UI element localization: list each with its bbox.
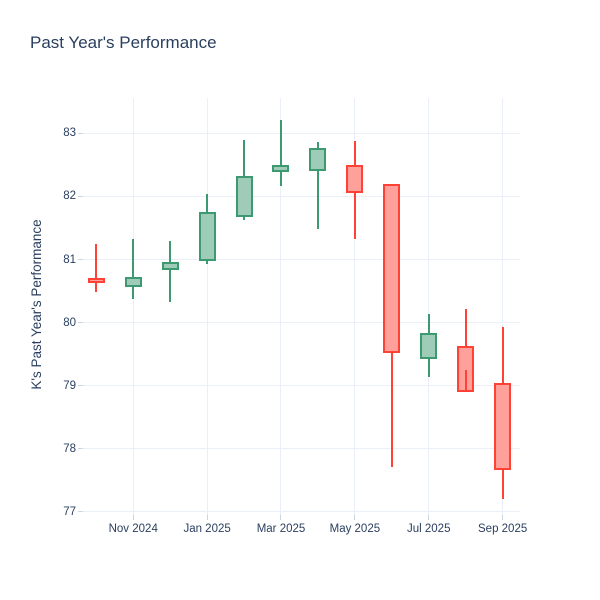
y-axis-tick xyxy=(78,259,83,260)
candle-upper-wick xyxy=(501,327,504,383)
x-tick-label: Jan 2025 xyxy=(183,523,231,535)
y-tick-label: 82 xyxy=(63,190,76,203)
x-tick-label: Nov 2024 xyxy=(108,523,158,535)
candle-upper-wick xyxy=(206,193,209,213)
candle-body-decreasing[interactable] xyxy=(383,183,401,353)
candle-body-increasing[interactable] xyxy=(309,148,327,171)
candle-body-increasing[interactable] xyxy=(420,333,438,360)
y-gridline xyxy=(83,385,520,387)
y-axis-tick xyxy=(78,448,83,450)
x-tick-label: Sep 2025 xyxy=(478,523,528,535)
y-axis-tick xyxy=(78,132,83,134)
x-gridline xyxy=(502,98,504,515)
x-gridline xyxy=(132,98,134,515)
candle-body-increasing[interactable] xyxy=(161,262,179,270)
x-axis-tick xyxy=(132,515,134,520)
y-gridline xyxy=(83,322,520,324)
candle-upper-wick xyxy=(353,140,356,165)
y-tick-label: 79 xyxy=(63,379,76,392)
candle-lower-wick xyxy=(169,269,172,302)
x-tick-label: Jul 2025 xyxy=(407,523,451,535)
y-tick-label: 81 xyxy=(63,253,76,266)
candle-body-increasing[interactable] xyxy=(124,277,142,288)
x-axis-tick xyxy=(280,515,282,520)
candle-body-increasing[interactable] xyxy=(235,175,253,217)
candle-upper-wick xyxy=(243,139,246,176)
candle-upper-wick xyxy=(427,314,430,334)
x-tick-label: May 2025 xyxy=(329,523,381,535)
y-gridline xyxy=(83,195,520,197)
candle-upper-wick xyxy=(316,142,319,149)
candle-lower-wick xyxy=(427,359,430,378)
candle-upper-wick xyxy=(464,309,467,346)
y-tick-label: 83 xyxy=(63,127,76,140)
candle-body-increasing[interactable] xyxy=(198,212,216,261)
candle-lower-wick xyxy=(243,216,246,220)
candle-body-increasing[interactable] xyxy=(272,164,290,172)
candle-upper-wick xyxy=(169,241,172,263)
x-tick-label: Mar 2025 xyxy=(256,523,306,535)
y-tick-label: 78 xyxy=(63,442,76,455)
candle-upper-wick xyxy=(132,238,135,278)
candle-body-decreasing[interactable] xyxy=(87,278,105,284)
candle-body-decreasing[interactable] xyxy=(494,382,512,471)
y-gridline xyxy=(83,448,520,450)
x-axis-tick xyxy=(502,515,504,520)
chart-title: Past Year's Performance xyxy=(30,33,217,52)
candle-lower-wick xyxy=(390,352,393,468)
candle-lower-wick xyxy=(95,283,98,292)
x-gridline xyxy=(280,98,282,515)
candle-lower-wick xyxy=(501,470,504,499)
candle-lower-wick xyxy=(353,193,356,240)
y-axis-tick xyxy=(78,322,83,324)
candle-body-decreasing[interactable] xyxy=(346,164,364,194)
x-axis-tick xyxy=(354,515,356,520)
x-axis-tick xyxy=(206,515,208,520)
x-gridline xyxy=(354,98,356,515)
candle-lower-wick xyxy=(316,170,319,229)
candle-lower-wick xyxy=(206,260,209,264)
y-axis-tick xyxy=(78,195,83,197)
y-axis-tick xyxy=(78,385,83,387)
y-tick-label: 77 xyxy=(63,505,76,518)
y-gridline xyxy=(83,511,520,513)
x-axis-tick xyxy=(428,515,430,520)
plot-area[interactable] xyxy=(83,98,520,515)
candle-lower-wick xyxy=(464,369,467,392)
y-tick-label: 80 xyxy=(63,316,76,329)
y-gridline xyxy=(83,259,520,260)
y-gridline xyxy=(83,132,520,134)
x-gridline xyxy=(428,98,430,515)
x-gridline xyxy=(206,98,208,515)
candle-lower-wick xyxy=(132,287,135,300)
y-axis-tick xyxy=(78,511,83,513)
candle-upper-wick xyxy=(95,244,98,279)
candle-upper-wick xyxy=(279,120,282,165)
candle-lower-wick xyxy=(279,171,282,187)
